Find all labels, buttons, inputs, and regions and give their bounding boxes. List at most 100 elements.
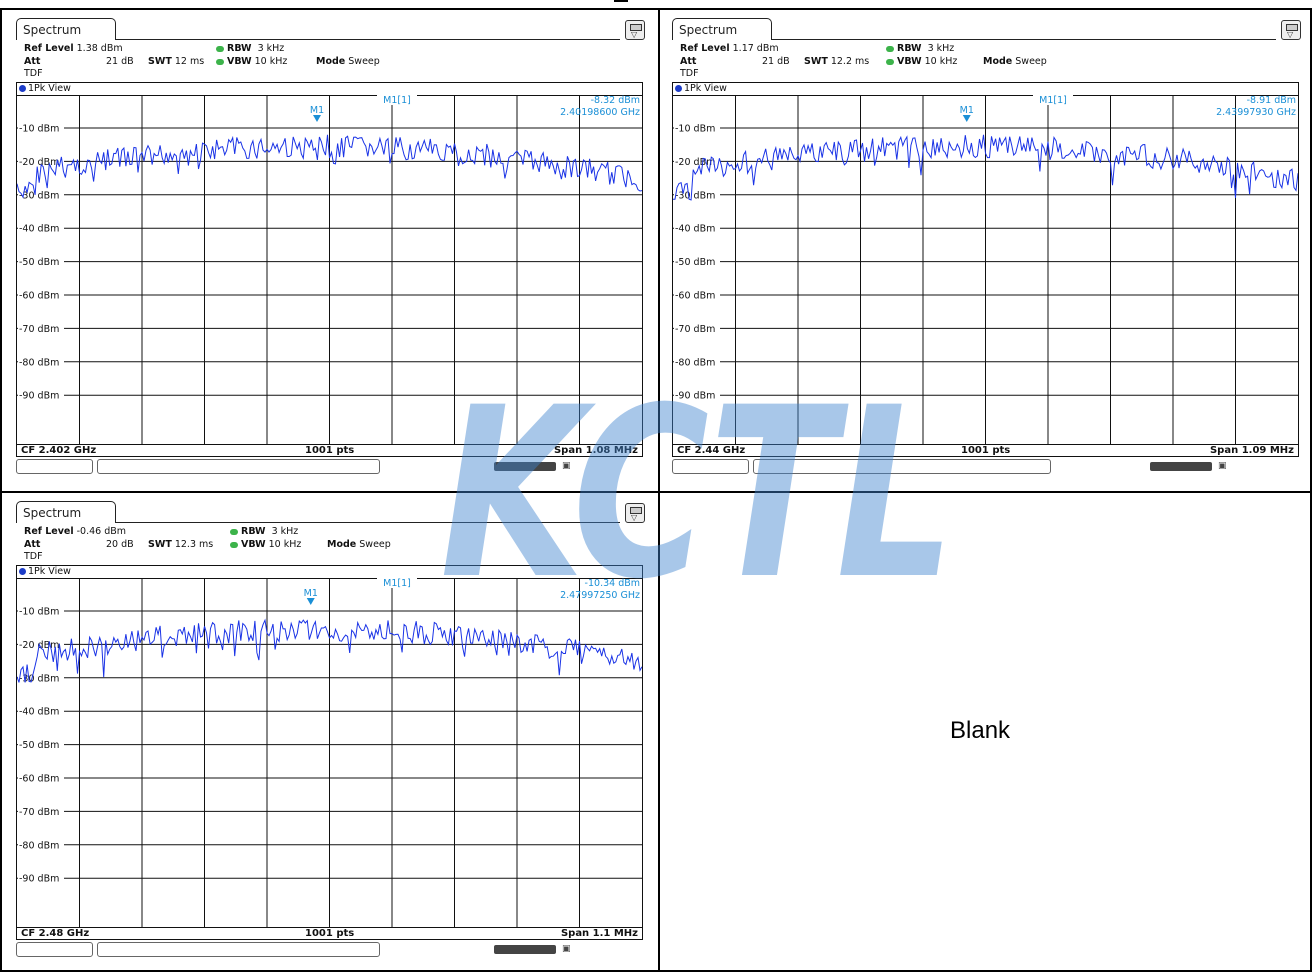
marker-label-bg <box>1033 95 1073 105</box>
status-field-1[interactable] <box>16 459 93 474</box>
marker-readout-label: M1[1] <box>1039 95 1067 106</box>
spectrum-plot: -10 dBm -20 dBm -30 dBm -40 dBm -50 dBm -60 d… <box>673 95 1298 444</box>
ref-level-value: 1.38 dBm <box>76 43 123 54</box>
marker-triangle-icon <box>306 598 315 605</box>
tick-label-bg <box>18 188 64 200</box>
trace-dot-icon <box>675 85 682 92</box>
y-tick-label: -30 dBm <box>675 190 715 201</box>
sweep-points: 1001 pts <box>305 928 355 939</box>
ref-level-value: 1.17 dBm <box>732 43 779 54</box>
view-label: 1Pk View <box>28 566 71 577</box>
y-tick-label: -50 dBm <box>675 257 715 268</box>
plot-area[interactable]: 1Pk View -10 dBm -20 dBm -30 dBm -40 dBm -50… <box>16 82 643 445</box>
y-tick-label: -90 dBm <box>19 391 59 402</box>
menu-icon[interactable]: ▽ <box>625 503 645 523</box>
marker-triangle-icon <box>962 115 971 122</box>
marker-frequency: 2.47997250 GHz <box>560 590 640 601</box>
spectrum-tab[interactable]: Spectrum <box>16 501 116 523</box>
status-field-2[interactable] <box>97 459 380 474</box>
spectrum-tab[interactable]: Spectrum <box>16 18 116 40</box>
instrument-icon: ▣ <box>562 461 571 471</box>
swt-value: 12.2 ms <box>830 56 870 67</box>
vbw-value: 10 kHz <box>254 56 288 67</box>
vbw-label: VBW <box>897 56 922 67</box>
center-frequency: CF 2.48 GHz <box>21 928 90 939</box>
menu-icon[interactable]: ▽ <box>1281 20 1301 40</box>
mode-label: Mode <box>316 56 346 67</box>
att-label: Att <box>24 539 41 550</box>
mode-label: Mode <box>983 56 1013 67</box>
mode-value: Sweep <box>348 56 380 67</box>
y-tick-label: -60 dBm <box>19 291 59 302</box>
tick-label-bg <box>674 289 720 300</box>
swt-label: SWT <box>148 539 172 550</box>
swt-value: 12 ms <box>174 56 205 67</box>
table-border-right <box>1310 8 1312 972</box>
status-bar: ▣ <box>16 942 643 959</box>
tdf-label: TDF <box>680 68 699 79</box>
instrument-icon: ▣ <box>562 944 571 954</box>
plot-footer: CF 2.48 GHz 1001 pts Span 1.1 MHz <box>16 928 643 940</box>
tick-label-bg <box>18 605 64 616</box>
sweep-points: 1001 pts <box>305 445 355 456</box>
rbw-value: 3 kHz <box>257 43 285 54</box>
tick-label-bg <box>18 805 64 817</box>
status-field-1[interactable] <box>16 942 93 957</box>
marker-level: -10.34 dBm <box>585 578 640 589</box>
tick-label-bg <box>18 289 64 300</box>
tick-label-bg <box>18 322 64 334</box>
instrument-icon: ▣ <box>1218 461 1227 471</box>
y-tick-label: -80 dBm <box>19 357 59 368</box>
tick-label-bg <box>18 671 64 683</box>
status-bar: ▣ <box>16 459 643 476</box>
y-tick-label: -20 dBm <box>19 157 59 168</box>
plot-area[interactable]: 1Pk View -10 dBm -20 dBm -30 dBm -40 dBm -50… <box>672 82 1299 445</box>
tick-label-bg <box>18 705 64 717</box>
y-tick-label: -40 dBm <box>675 224 715 235</box>
tick-label-bg <box>674 122 720 133</box>
tick-label-bg <box>674 322 720 334</box>
y-tick-label: -10 dBm <box>19 124 59 135</box>
spectrum-plot: -10 dBm -20 dBm -30 dBm -40 dBm -50 dBm -60 d… <box>17 95 642 444</box>
swt-label: SWT <box>804 56 828 67</box>
tick-label-bg <box>674 222 720 234</box>
rbw-status-icon <box>216 45 224 52</box>
vbw-label: VBW <box>241 539 266 550</box>
tick-label-bg <box>18 122 64 133</box>
status-bar: ▣ <box>672 459 1299 476</box>
vbw-status-icon <box>886 58 894 65</box>
plot-area[interactable]: 1Pk View -10 dBm -20 dBm -30 dBm -40 dBm -50… <box>16 565 643 928</box>
y-tick-label: -20 dBm <box>675 157 715 168</box>
tick-label-bg <box>674 155 720 167</box>
spectrum-trace <box>17 618 642 683</box>
att-value: 21 dB <box>762 56 790 67</box>
trace-dot-icon <box>19 85 26 92</box>
status-field-1[interactable] <box>672 459 749 474</box>
vbw-value: 10 kHz <box>924 56 958 67</box>
spectrum-trace <box>17 134 642 199</box>
y-tick-label: -30 dBm <box>19 673 59 684</box>
center-frequency: CF 2.402 GHz <box>21 445 97 456</box>
att-label: Att <box>680 56 697 67</box>
menu-icon[interactable]: ▽ <box>625 20 645 40</box>
tdf-label: TDF <box>24 551 43 562</box>
tick-label-bg <box>18 389 64 401</box>
y-tick-label: -40 dBm <box>19 707 59 718</box>
status-field-2[interactable] <box>97 942 380 957</box>
trace-dot-icon <box>19 568 26 575</box>
rbw-label: RBW <box>227 43 252 54</box>
y-tick-label: -50 dBm <box>19 257 59 268</box>
rbw-status-icon <box>886 45 894 52</box>
y-tick-label: -70 dBm <box>19 324 59 335</box>
tick-label-bg <box>18 222 64 234</box>
spectrum-tab[interactable]: Spectrum <box>672 18 772 40</box>
y-tick-label: -90 dBm <box>19 874 59 885</box>
marker-label-bg <box>377 95 417 105</box>
status-field-2[interactable] <box>753 459 1051 474</box>
tick-label-bg <box>18 155 64 167</box>
y-tick-label: -80 dBm <box>19 840 59 851</box>
ref-level-label: Ref Level <box>24 43 74 54</box>
vbw-status-icon <box>230 541 238 548</box>
sweep-points: 1001 pts <box>961 445 1011 456</box>
